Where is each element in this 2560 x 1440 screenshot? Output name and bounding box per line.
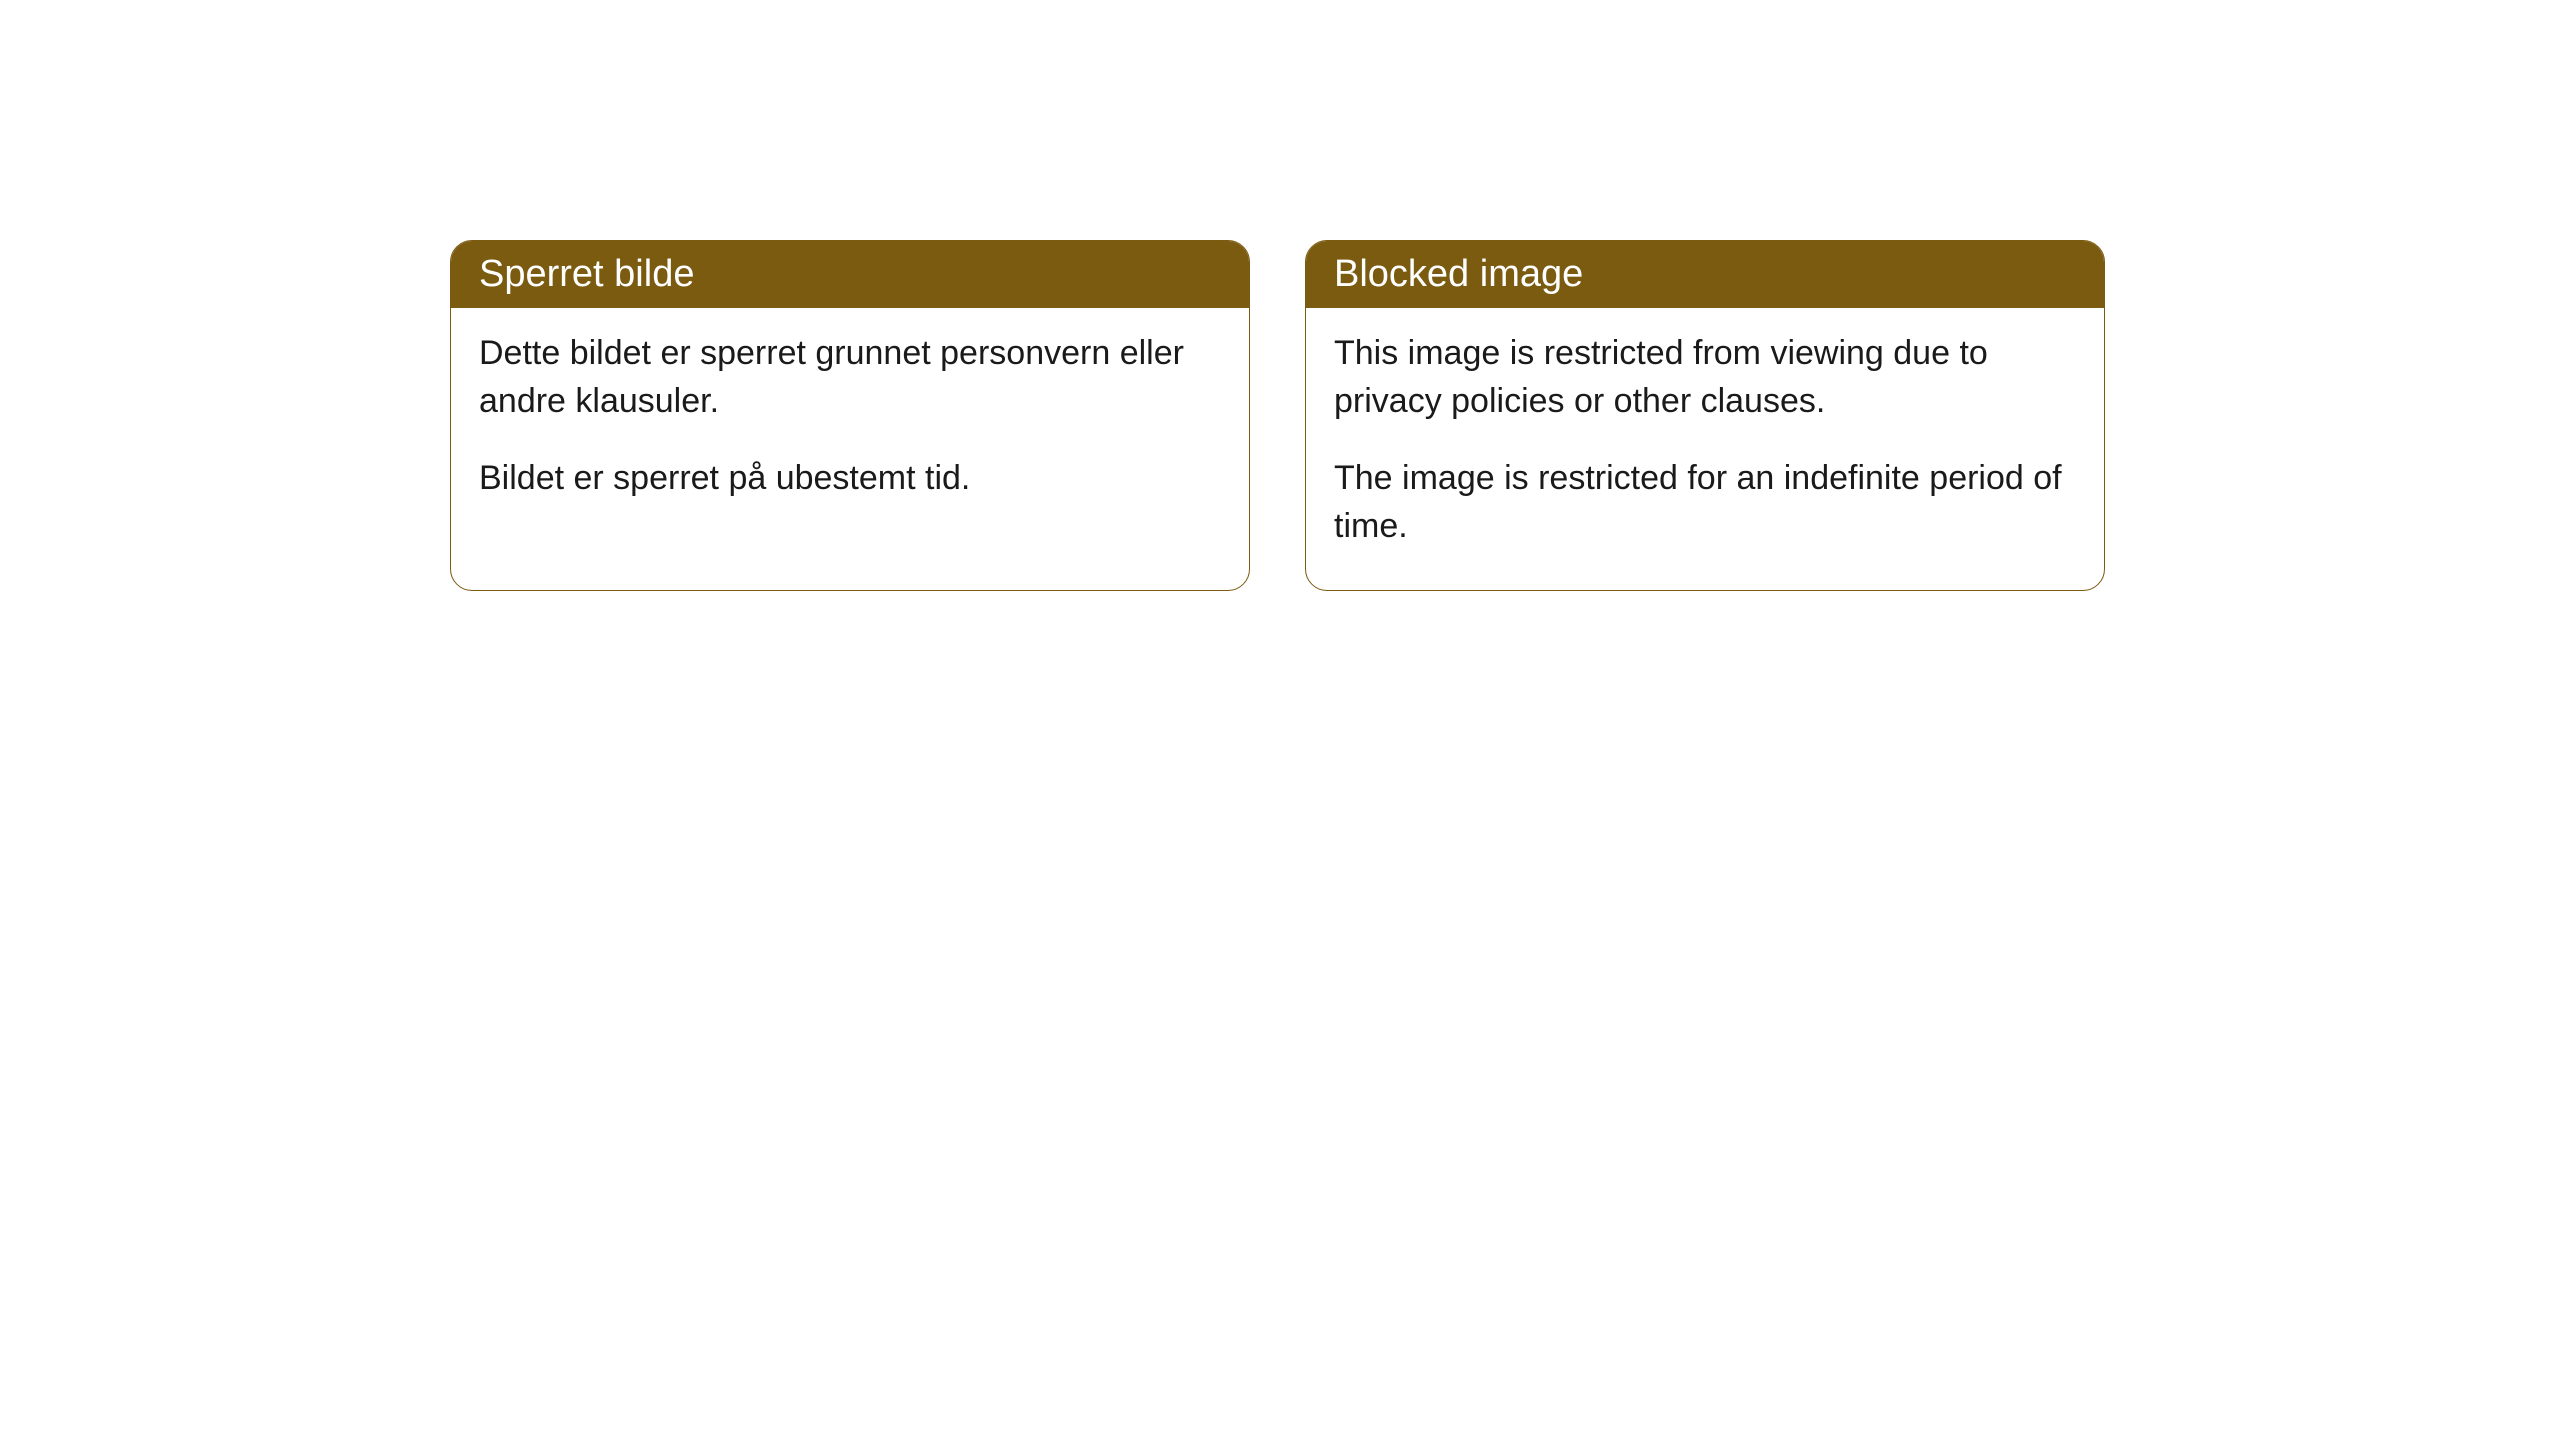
card-body: Dette bildet er sperret grunnet personve… <box>451 308 1249 543</box>
card-paragraph: The image is restricted for an indefinit… <box>1334 455 2076 550</box>
card-header: Blocked image <box>1306 241 2104 308</box>
card-norwegian: Sperret bilde Dette bildet er sperret gr… <box>450 240 1250 591</box>
card-header: Sperret bilde <box>451 241 1249 308</box>
card-title: Sperret bilde <box>479 253 694 295</box>
card-paragraph: Dette bildet er sperret grunnet personve… <box>479 330 1221 425</box>
card-title: Blocked image <box>1334 253 1583 295</box>
card-paragraph: This image is restricted from viewing du… <box>1334 330 2076 425</box>
card-body: This image is restricted from viewing du… <box>1306 308 2104 590</box>
cards-container: Sperret bilde Dette bildet er sperret gr… <box>450 240 2560 591</box>
card-paragraph: Bildet er sperret på ubestemt tid. <box>479 455 1221 503</box>
card-english: Blocked image This image is restricted f… <box>1305 240 2105 591</box>
